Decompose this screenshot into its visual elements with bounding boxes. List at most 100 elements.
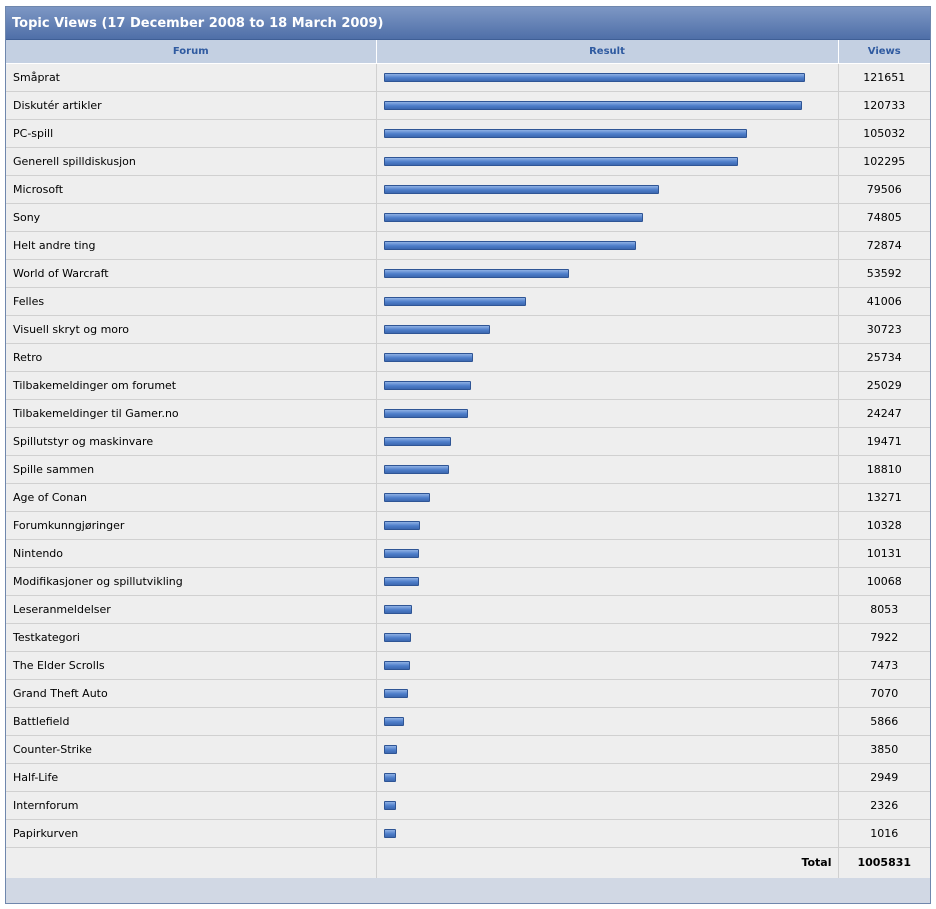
result-cell (376, 147, 839, 176)
forum-name[interactable]: Leseranmeldelser (6, 595, 377, 624)
total-value: 1005831 (838, 847, 930, 878)
views-count: 10328 (838, 511, 930, 540)
result-cell (376, 343, 839, 372)
result-cell (376, 707, 839, 736)
result-bar (383, 773, 396, 782)
result-bar (383, 269, 569, 278)
result-cell (376, 791, 839, 820)
result-cell (376, 539, 839, 568)
views-count: 7070 (838, 679, 930, 708)
topic-views-panel: Topic Views (17 December 2008 to 18 Marc… (5, 6, 931, 904)
forum-name[interactable]: Småprat (6, 63, 377, 92)
forum-name[interactable]: Grand Theft Auto (6, 679, 377, 708)
forum-name[interactable]: Tilbakemeldinger til Gamer.no (6, 399, 377, 428)
result-bar (383, 325, 490, 334)
forum-name[interactable]: Forumkunngjøringer (6, 511, 377, 540)
result-bar (383, 801, 396, 810)
forum-name[interactable]: Age of Conan (6, 483, 377, 512)
result-bar (383, 689, 408, 698)
result-cell (376, 651, 839, 680)
table-row: Leseranmeldelser 8053 (6, 595, 930, 624)
views-count: 24247 (838, 399, 930, 428)
result-bar (383, 157, 738, 166)
forum-name[interactable]: Counter-Strike (6, 735, 377, 764)
result-cell (376, 511, 839, 540)
result-cell (376, 735, 839, 764)
topic-views-table: Forum Result Views Småprat 121651 Diskutér… (6, 40, 930, 878)
views-count: 10131 (838, 539, 930, 568)
views-count: 53592 (838, 259, 930, 288)
forum-name[interactable]: Helt andre ting (6, 231, 377, 260)
forum-name[interactable]: Internforum (6, 791, 377, 820)
forum-name[interactable]: Generell spilldiskusjon (6, 147, 377, 176)
table-row: Felles 41006 (6, 287, 930, 316)
table-row: Helt andre ting 72874 (6, 231, 930, 260)
panel-title: Topic Views (17 December 2008 to 18 Marc… (6, 7, 930, 40)
result-cell (376, 315, 839, 344)
table-row: Nintendo 10131 (6, 539, 930, 568)
result-cell (376, 119, 839, 148)
forum-name[interactable]: World of Warcraft (6, 259, 377, 288)
table-row: Sony 74805 (6, 203, 930, 232)
views-count: 2326 (838, 791, 930, 820)
result-bar (383, 465, 449, 474)
result-cell (376, 623, 839, 652)
result-cell (376, 819, 839, 848)
result-bar (383, 745, 397, 754)
views-count: 18810 (838, 455, 930, 484)
result-cell (376, 203, 839, 232)
views-count: 25029 (838, 371, 930, 400)
result-bar (383, 353, 473, 362)
result-bar (383, 717, 404, 726)
forum-name[interactable]: Spillutstyr og maskinvare (6, 427, 377, 456)
column-header-views[interactable]: Views (838, 40, 930, 64)
column-header-result[interactable]: Result (376, 40, 839, 64)
table-row: Forumkunngjøringer 10328 (6, 511, 930, 540)
result-cell (376, 455, 839, 484)
result-bar (383, 661, 410, 670)
views-count: 8053 (838, 595, 930, 624)
result-bar (383, 493, 430, 502)
result-bar (383, 185, 659, 194)
forum-name[interactable]: Sony (6, 203, 377, 232)
result-cell (376, 231, 839, 260)
result-bar (383, 633, 411, 642)
table-row: The Elder Scrolls 7473 (6, 651, 930, 680)
forum-name[interactable]: Spille sammen (6, 455, 377, 484)
table-row: Modifikasjoner og spillutvikling 10068 (6, 567, 930, 596)
table-row: Age of Conan 13271 (6, 483, 930, 512)
views-count: 7922 (838, 623, 930, 652)
table-row: Småprat 121651 (6, 63, 930, 92)
views-count: 120733 (838, 91, 930, 120)
table-row: Spillutstyr og maskinvare 19471 (6, 427, 930, 456)
table-row: Battlefield 5866 (6, 707, 930, 736)
forum-name[interactable]: Felles (6, 287, 377, 316)
views-count: 74805 (838, 203, 930, 232)
forum-name[interactable]: Tilbakemeldinger om forumet (6, 371, 377, 400)
forum-name[interactable]: Visuell skryt og moro (6, 315, 377, 344)
header-row: Forum Result Views (6, 40, 930, 64)
forum-name[interactable]: Testkategori (6, 623, 377, 652)
forum-name[interactable]: Microsoft (6, 175, 377, 204)
total-label: Total (376, 847, 839, 878)
column-header-forum[interactable]: Forum (6, 40, 377, 64)
forum-name[interactable]: Papirkurven (6, 819, 377, 848)
table-row: Testkategori 7922 (6, 623, 930, 652)
views-count: 5866 (838, 707, 930, 736)
forum-name[interactable]: Diskutér artikler (6, 91, 377, 120)
forum-name[interactable]: PC-spill (6, 119, 377, 148)
forum-name[interactable]: Modifikasjoner og spillutvikling (6, 567, 377, 596)
result-cell (376, 371, 839, 400)
views-count: 79506 (838, 175, 930, 204)
forum-name[interactable]: Battlefield (6, 707, 377, 736)
table-row: Tilbakemeldinger om forumet 25029 (6, 371, 930, 400)
result-bar (383, 241, 636, 250)
result-bar (383, 605, 412, 614)
forum-name[interactable]: Nintendo (6, 539, 377, 568)
views-count: 72874 (838, 231, 930, 260)
result-bar (383, 381, 471, 390)
forum-name[interactable]: Retro (6, 343, 377, 372)
result-cell (376, 595, 839, 624)
forum-name[interactable]: The Elder Scrolls (6, 651, 377, 680)
forum-name[interactable]: Half-Life (6, 763, 377, 792)
